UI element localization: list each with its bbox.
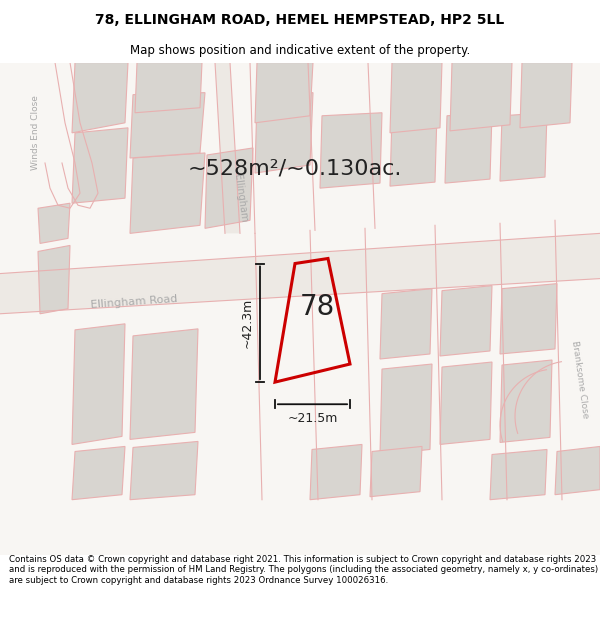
- Polygon shape: [520, 62, 572, 128]
- Polygon shape: [370, 446, 422, 497]
- Polygon shape: [38, 203, 70, 243]
- Polygon shape: [440, 362, 492, 444]
- Polygon shape: [0, 62, 600, 555]
- Polygon shape: [500, 112, 547, 181]
- Text: Ellingham Road: Ellingham Road: [90, 294, 178, 310]
- Text: 78, ELLINGHAM ROAD, HEMEL HEMPSTEAD, HP2 5LL: 78, ELLINGHAM ROAD, HEMEL HEMPSTEAD, HP2…: [95, 12, 505, 26]
- Polygon shape: [380, 364, 432, 454]
- Polygon shape: [310, 444, 362, 500]
- Polygon shape: [320, 112, 382, 188]
- Polygon shape: [130, 329, 198, 439]
- Polygon shape: [440, 286, 492, 356]
- Text: ~528m²/~0.130ac.: ~528m²/~0.130ac.: [188, 158, 402, 178]
- Polygon shape: [390, 112, 437, 186]
- Polygon shape: [255, 92, 313, 173]
- Polygon shape: [500, 360, 552, 442]
- Polygon shape: [130, 441, 198, 500]
- Polygon shape: [500, 284, 557, 354]
- Polygon shape: [555, 446, 600, 495]
- Polygon shape: [0, 233, 600, 314]
- Polygon shape: [490, 449, 547, 500]
- Polygon shape: [380, 289, 432, 359]
- Polygon shape: [72, 446, 125, 500]
- Polygon shape: [450, 62, 512, 131]
- Text: Map shows position and indicative extent of the property.: Map shows position and indicative extent…: [130, 44, 470, 57]
- Polygon shape: [390, 62, 442, 133]
- Polygon shape: [130, 92, 205, 158]
- Text: Winds End Close: Winds End Close: [31, 96, 40, 170]
- Polygon shape: [255, 62, 313, 122]
- Text: Branksome Close: Branksome Close: [570, 339, 590, 419]
- Text: Contains OS data © Crown copyright and database right 2021. This information is : Contains OS data © Crown copyright and d…: [9, 555, 598, 585]
- Polygon shape: [130, 153, 205, 233]
- Polygon shape: [215, 62, 240, 233]
- Text: 78: 78: [299, 293, 335, 321]
- Polygon shape: [72, 128, 128, 203]
- Polygon shape: [72, 324, 125, 444]
- Text: Ellingham: Ellingham: [232, 174, 248, 223]
- Polygon shape: [445, 112, 492, 183]
- Polygon shape: [72, 62, 128, 133]
- Text: ~21.5m: ~21.5m: [287, 412, 338, 425]
- Polygon shape: [205, 148, 253, 228]
- Text: ~42.3m: ~42.3m: [241, 298, 254, 348]
- Polygon shape: [135, 62, 202, 112]
- Polygon shape: [38, 246, 70, 314]
